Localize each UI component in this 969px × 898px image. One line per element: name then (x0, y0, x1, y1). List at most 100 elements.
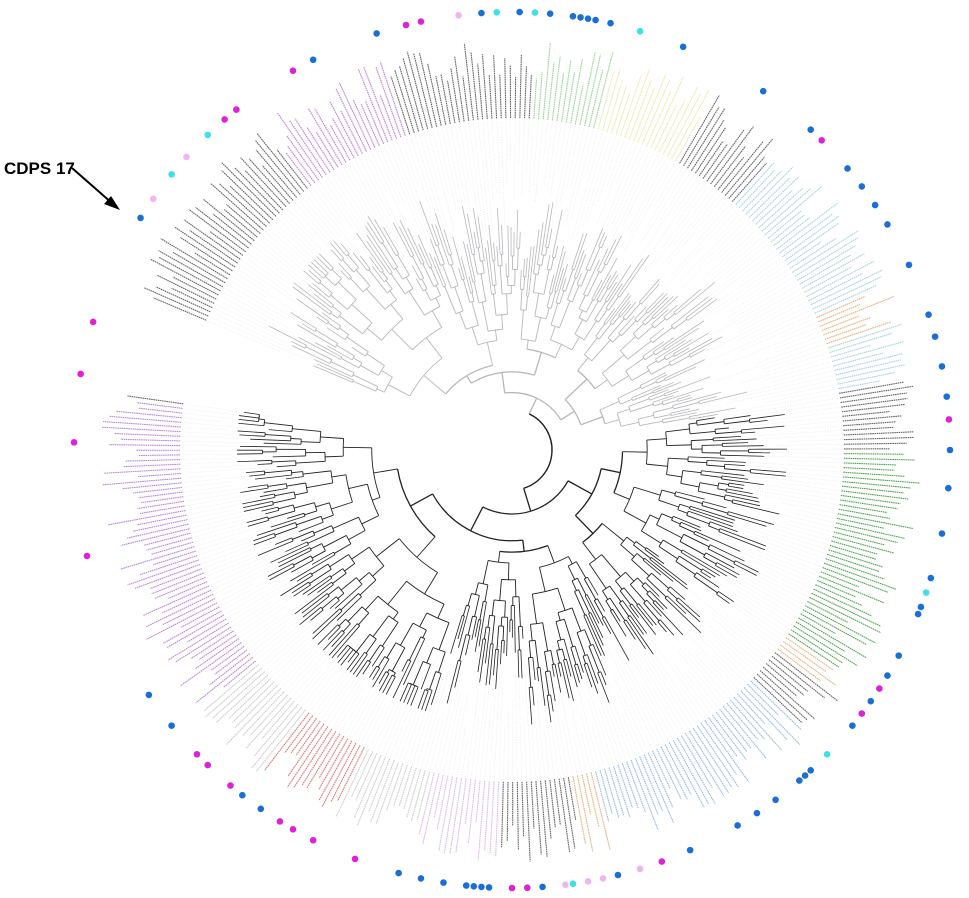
leaf-guide-217 (760, 528, 827, 550)
branch-stem-1221 (264, 469, 292, 474)
branch-stem-859 (560, 662, 570, 699)
tip-label-46 (314, 108, 347, 163)
branch-stem-285 (546, 255, 551, 270)
tip-label-412 (122, 482, 182, 490)
leaf-guide-185 (736, 402, 839, 418)
branch-stem-473 (651, 363, 671, 375)
branch-stem-978 (498, 551, 501, 563)
tip-label-204 (841, 490, 909, 500)
tip-label-418 (138, 454, 181, 457)
leaf-guide-170 (777, 335, 822, 353)
branch-stem-1281 (410, 493, 433, 507)
tip-label-1 (143, 287, 209, 317)
branch-arc-712 (623, 486, 635, 512)
tip-label-314 (475, 780, 481, 823)
branch-stem-337 (597, 248, 609, 271)
tip-label-391 (154, 576, 206, 599)
branch-stem-354 (608, 274, 618, 290)
leaf-guide-428 (184, 408, 257, 418)
marker-dot-blue (801, 772, 809, 779)
tip-label-70 (440, 74, 451, 124)
leaf-guide-21 (258, 238, 343, 309)
tip-label-410 (138, 491, 183, 499)
branch-stem-346 (591, 279, 603, 300)
branch-stem-986 (426, 688, 428, 691)
branch-stem-1194 (315, 502, 330, 508)
leaf-guide-213 (790, 520, 832, 532)
branch-arc-722 (649, 557, 652, 560)
branch-stem-464 (657, 357, 666, 364)
branch-stem-988 (429, 671, 437, 690)
tip-label-206 (840, 499, 898, 510)
branch-arc-1080 (377, 595, 399, 613)
tip-label-163 (810, 269, 883, 306)
tip-label-399 (151, 541, 194, 555)
branch-stem-965 (474, 595, 480, 617)
branch-stem-974 (474, 582, 479, 595)
branch-stem-319 (576, 254, 587, 279)
leaf-guide-104 (577, 133, 607, 230)
tip-label-354 (264, 712, 310, 771)
leaf-guide-49 (358, 157, 391, 218)
marker-dot-pink (584, 878, 592, 885)
branch-stem-287 (554, 245, 559, 258)
tip-label-49 (329, 101, 359, 157)
leaf-guide-225 (725, 544, 814, 585)
branch-stem-1006 (403, 638, 426, 685)
leaf-guide-355 (306, 625, 373, 709)
branch-stem-291 (543, 269, 550, 295)
leaf-guide-91 (543, 121, 548, 159)
tip-label-246 (762, 666, 798, 697)
leaf-guide-248 (710, 631, 756, 673)
branch-stem-1285 (523, 488, 532, 512)
tip-label-371 (195, 656, 254, 704)
leaf-guide-297 (551, 726, 560, 777)
leaf-guide-110 (616, 142, 633, 184)
marker-dot-blue (927, 574, 935, 582)
branch-stem-1154 (270, 544, 309, 563)
branch-stem-67 (311, 261, 327, 277)
tip-label-185 (840, 392, 907, 404)
branch-stem-364 (594, 300, 607, 320)
branch-stem-699 (696, 572, 720, 588)
branch-stem-515 (653, 402, 663, 407)
leaf-guide-242 (726, 615, 774, 652)
leaf-guide-427 (184, 413, 242, 420)
tip-label-374 (210, 645, 245, 671)
tip-label-306 (516, 781, 519, 850)
branch-stem-15 (376, 388, 385, 393)
branch-stem-551 (723, 415, 751, 420)
branch-stem-1104 (340, 577, 357, 591)
marker-dot-blue (884, 672, 891, 679)
leaf-guide-224 (727, 541, 816, 580)
tip-label-403 (126, 523, 189, 539)
tip-label-342 (321, 742, 357, 808)
branch-stem-83 (340, 270, 350, 280)
tip-label-245 (765, 663, 805, 696)
branch-stem-29 (353, 357, 363, 364)
branch-stem-510 (677, 394, 691, 400)
leaf-guide-340 (364, 703, 386, 746)
branch-stem-1217 (255, 474, 292, 480)
branch-arc-631 (666, 458, 669, 475)
branch-stem-493 (652, 381, 674, 392)
branch-stem-407 (636, 311, 648, 323)
leaf-guide-68 (441, 127, 459, 203)
branch-arc-370 (605, 307, 610, 311)
branch-stem-1227 (331, 474, 347, 478)
tip-label-362 (226, 687, 282, 745)
branch-stem-1145 (311, 550, 326, 559)
tip-label-130 (713, 145, 746, 188)
branch-stem-672 (661, 513, 673, 519)
branch-stem-651 (719, 528, 766, 547)
leaf-guide-54 (379, 147, 406, 205)
branch-stem-84 (338, 263, 352, 278)
branch-arc-1107 (368, 572, 377, 581)
branch-stem-322 (576, 272, 583, 285)
branch-stem-52 (330, 312, 338, 319)
marker-dot-blue (938, 530, 946, 537)
arrow-head (104, 196, 120, 210)
branch-stem-1225 (302, 470, 332, 475)
branch-stem-833 (597, 672, 610, 703)
branch-stem-446 (602, 354, 625, 374)
